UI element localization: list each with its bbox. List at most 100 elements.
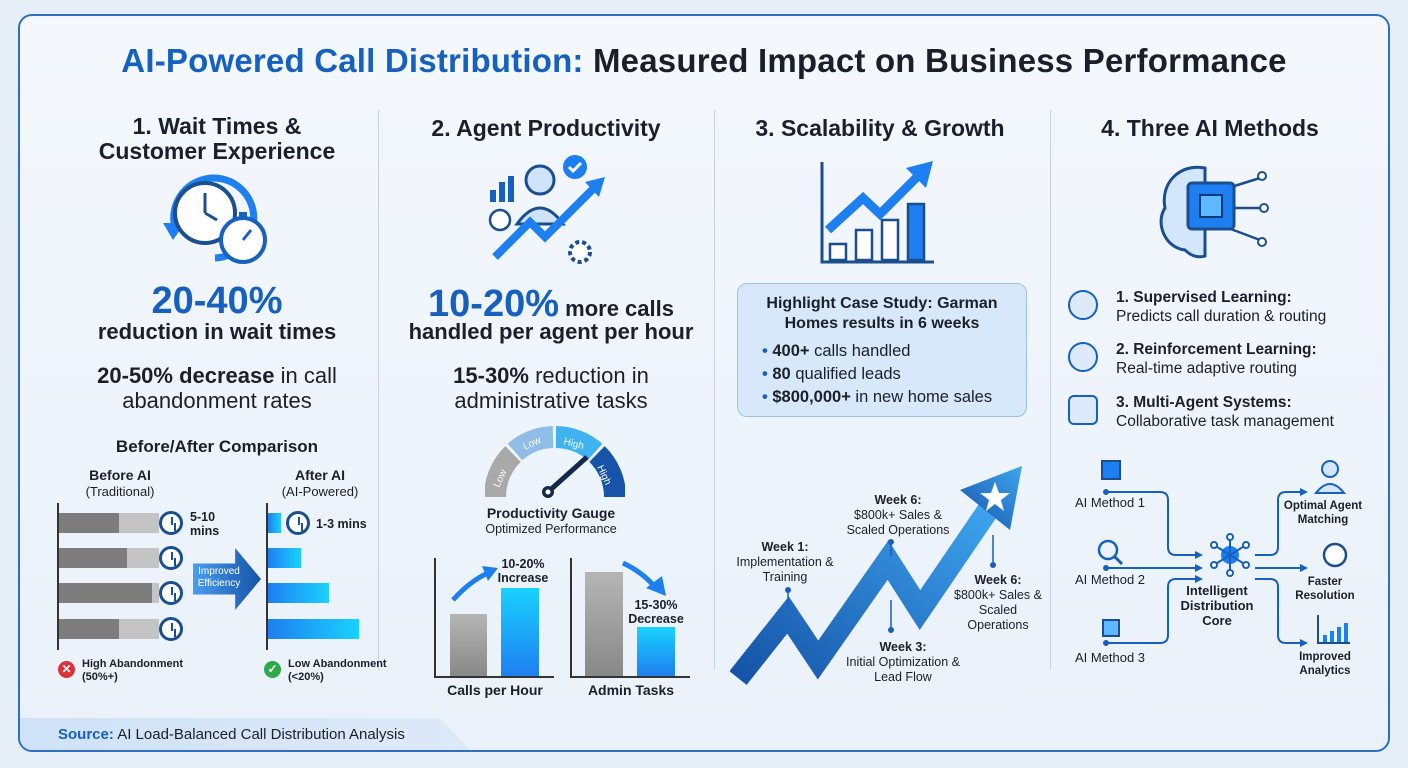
clock-icon [159, 546, 183, 570]
clock-icon [159, 581, 183, 605]
calls-chart-axis [434, 558, 436, 678]
case-study-title: Highlight Case Study: Garman Homes resul… [766, 295, 998, 332]
column-divider [378, 110, 379, 670]
chip-icon [1102, 619, 1120, 637]
chip-icon [1101, 460, 1121, 480]
people-network-icon [1068, 395, 1098, 425]
before-bar [59, 583, 159, 603]
milestone-text: Initial Optimization & Lead Flow [846, 655, 960, 684]
analytics-chart-icon [1317, 615, 1350, 644]
abandonment-stat-text: in call abandonment rates [122, 363, 337, 413]
after-bar [268, 548, 301, 568]
flow-core: Intelligent Distribution Core [1180, 583, 1254, 628]
clock-stopwatch-icon [163, 174, 267, 264]
flow-output: Faster Resolution [1295, 576, 1355, 602]
milestone-week6: Week 6: $800k+ Sales & Scaled Operations [838, 493, 958, 538]
method-title: 3. Multi-Agent Systems: [1116, 394, 1292, 411]
calls-stat-line2: handled per agent per hour [408, 319, 694, 344]
clock-icon [159, 617, 183, 641]
method-title: 2. Reinforcement Learning: [1116, 341, 1317, 358]
admin-stat-text: reduction in administrative tasks [454, 363, 649, 413]
milestone-title: Week 1: [761, 540, 809, 554]
column-divider [1050, 110, 1051, 670]
milestone-week3: Week 3: Initial Optimization & Lead Flow [838, 640, 968, 685]
method-title: 1. Supervised Learning: [1116, 289, 1292, 306]
calls-annotation: 10-20% Increase [497, 557, 549, 585]
case-item-text: in new home sales [850, 388, 993, 406]
milestone-week6-final: Week 6: $800k+ Sales & Scaled Operations [953, 573, 1043, 633]
calls-chart-baseline [434, 676, 554, 678]
abandonment-stat-bold: 20-50% decrease [97, 363, 275, 388]
calls-chart-label: Calls per Hour [447, 682, 543, 698]
ai-brain-chip-icon [1159, 165, 1269, 259]
flow-input: AI Method 3 [1074, 650, 1146, 665]
gauge-segment-high [555, 426, 603, 461]
arrow-label: Improved Efficiency [197, 566, 241, 589]
decrease-arrow-icon [621, 560, 666, 596]
clock-icon [286, 511, 310, 535]
abandonment-stat: 20-50% decrease in call abandonment rate… [87, 363, 347, 413]
gauge-label: High [562, 436, 585, 452]
before-title: Before AI [89, 467, 151, 483]
case-study-item: 400+ calls handled [762, 340, 1008, 363]
clock-icon [159, 511, 183, 535]
flow-output: Optimal Agent Matching [1283, 500, 1363, 526]
before-legend: High Abandonment (50%+) [82, 658, 184, 683]
check-circle-icon: ✓ [264, 661, 281, 678]
before-axis [57, 503, 59, 650]
milestone-text: $800k+ Sales & Scaled Operations [954, 588, 1042, 632]
after-bar [268, 583, 329, 603]
admin-after-bar [637, 627, 675, 676]
milestone-text: Implementation & Training [736, 555, 834, 584]
admin-annotation: 15-30% Decrease [628, 598, 684, 626]
case-study-box: Highlight Case Study: Garman Homes resul… [737, 283, 1027, 417]
title-rest: Measured Impact on Business Performance [583, 42, 1287, 79]
admin-chart-label: Admin Tasks [587, 682, 675, 698]
col1-heading: 1. Wait Times & Customer Experience [98, 113, 336, 164]
col4-heading: 4. Three AI Methods [1101, 115, 1319, 141]
before-bar [59, 548, 159, 568]
case-study-item: $800,000+ in new home sales [762, 386, 1008, 409]
before-subtitle: (Traditional) [85, 484, 155, 499]
wait-time-stat-text: reduction in wait times [97, 319, 337, 344]
admin-chart-baseline [570, 676, 690, 678]
case-item-value: 80 [772, 365, 791, 383]
title-highlight: AI-Powered Call Distribution: [121, 42, 584, 79]
after-title: After AI [294, 467, 346, 483]
source-footer: Source: AI Load-Balanced Call Distributi… [20, 718, 470, 750]
case-item-text: qualified leads [790, 365, 901, 383]
before-bar [59, 619, 159, 639]
milestone-title: Week 6: [974, 573, 1022, 587]
method-desc: Collaborative task management [1116, 413, 1334, 430]
milestone-title: Week 3: [879, 640, 927, 654]
wait-time-stat: 20-40% [151, 280, 283, 322]
before-time: 5-10 mins [190, 510, 220, 538]
flow-output: Improved Analytics [1299, 651, 1351, 677]
method-multi-agent: 3. Multi-Agent Systems: Collaborative tas… [1068, 393, 1388, 431]
calls-before-bar [450, 614, 487, 676]
page-title: AI-Powered Call Distribution: Measured I… [0, 42, 1408, 80]
gauge-subtitle: Optimized Performance [485, 522, 617, 536]
comparison-title: Before/After Comparison [115, 437, 319, 456]
after-bar [268, 619, 359, 639]
case-item-text: calls handled [809, 342, 911, 360]
distribution-flow-diagram [1097, 460, 1350, 647]
agent-headset-icon [1321, 460, 1339, 478]
case-item-value: $800,000+ [772, 388, 851, 406]
increase-arrow-icon [451, 566, 498, 602]
gauge-segment-high2 [588, 446, 625, 498]
calls-stat-big: 10-20% [428, 283, 560, 325]
after-time: 1-3 mins [316, 517, 367, 531]
calls-stat-text: more calls [559, 296, 674, 321]
head-gear-icon [1068, 342, 1098, 372]
gauge-segment-low2 [507, 426, 554, 461]
before-bar [59, 513, 159, 533]
case-study-item: 80 qualified leads [762, 363, 1008, 386]
source-text: AI Load-Balanced Call Distribution Analy… [113, 726, 405, 743]
admin-stat-bold: 15-30% [453, 363, 529, 388]
case-item-value: 400+ [772, 342, 810, 360]
stopwatch-icon [1322, 542, 1348, 568]
growth-chart-icon [820, 161, 934, 264]
milestone-title: Week 6: [874, 493, 922, 507]
agent-productivity-icon [488, 155, 605, 264]
